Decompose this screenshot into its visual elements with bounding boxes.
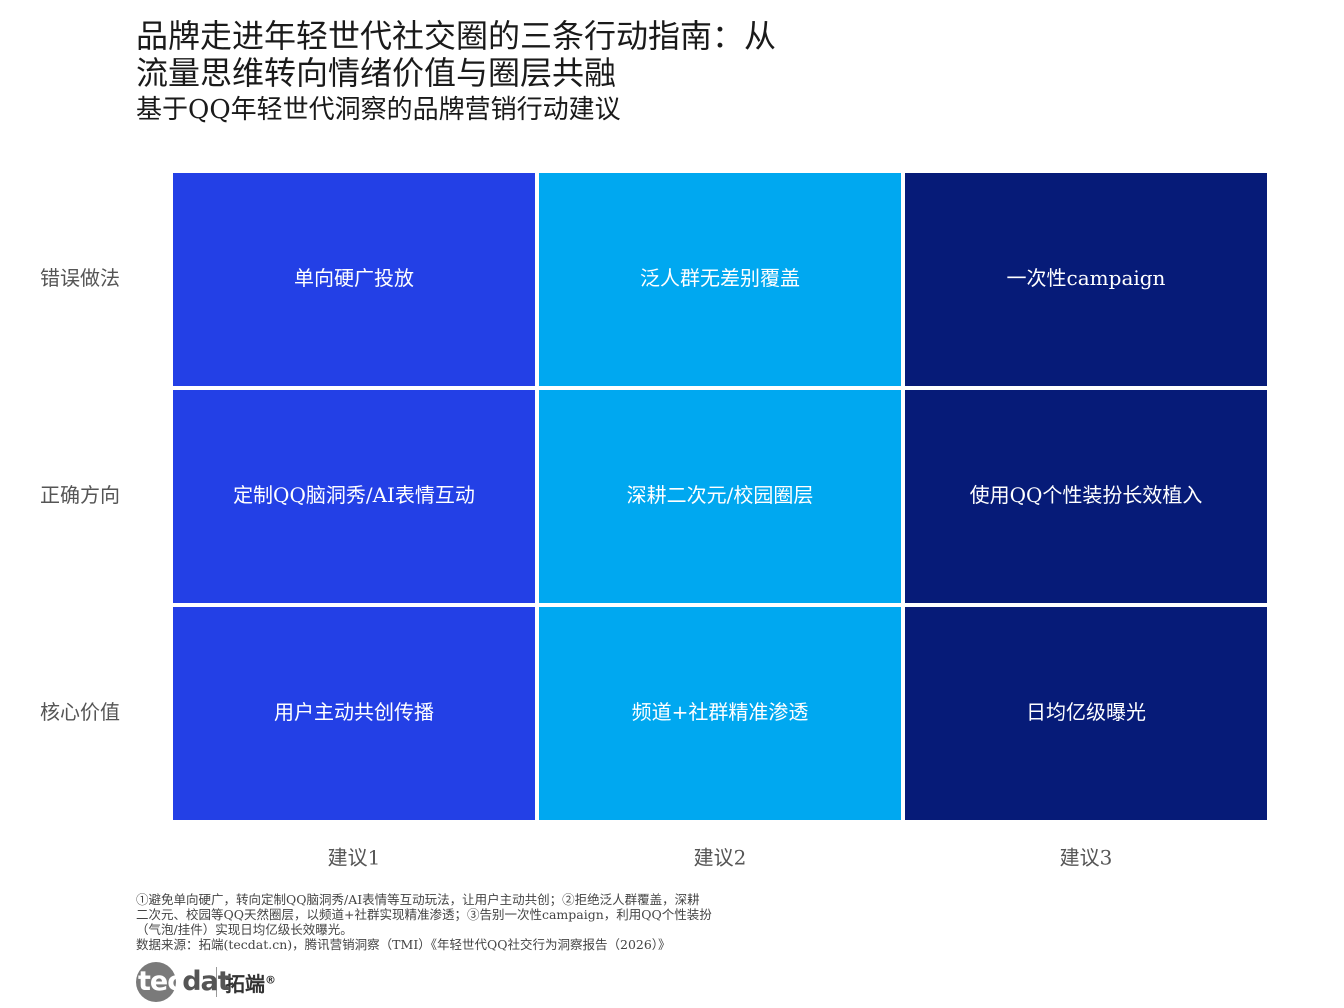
matrix-cell xyxy=(539,173,901,386)
chart-subtitle: 基于QQ年轻世代洞察的品牌营销行动建议 xyxy=(136,95,621,125)
column-label: 建议3 xyxy=(1060,846,1113,870)
row-label: 核心价值 xyxy=(40,700,120,724)
logo-wordmark: tecdat xyxy=(138,966,231,997)
footnote: ①避免单向硬广，转向定制QQ脑洞秀/AI表情等互动玩法，让用户主动共创；②拒绝泛… xyxy=(136,892,776,952)
column-label: 建议1 xyxy=(328,846,381,870)
cell-label: 定制QQ脑洞秀/AI表情互动 xyxy=(233,483,475,507)
matrix-cell xyxy=(905,390,1267,603)
brand-logo: tecdat 拓端® xyxy=(136,962,276,1002)
matrix-cell xyxy=(539,607,901,820)
column-label: 建议2 xyxy=(694,846,747,870)
title-line-2: 流量思维转向情绪价值与圈层共融 xyxy=(136,54,617,92)
cell-label: 用户主动共创传播 xyxy=(274,700,434,724)
cell-label: 泛人群无差别覆盖 xyxy=(640,266,800,290)
footnote-line-1: ①避免单向硬广，转向定制QQ脑洞秀/AI表情等互动玩法，让用户主动共创；②拒绝泛… xyxy=(136,892,700,907)
cell-label: 一次性campaign xyxy=(1007,266,1166,290)
logo-circle-icon: tecdat xyxy=(136,962,231,1002)
logo-divider xyxy=(216,967,217,997)
cell-label: 频道+社群精准渗透 xyxy=(632,700,809,724)
chart-title: 品牌走进年轻世代社交圈的三条行动指南：从 流量思维转向情绪价值与圈层共融 xyxy=(136,18,856,92)
matrix-cell xyxy=(173,607,535,820)
matrix-cell xyxy=(905,607,1267,820)
row-label: 错误做法 xyxy=(40,266,120,290)
matrix-cell xyxy=(173,390,535,603)
cell-label: 深耕二次元/校园圈层 xyxy=(627,483,814,507)
matrix-cell xyxy=(173,173,535,386)
matrix-cell xyxy=(905,173,1267,386)
cell-label: 单向硬广投放 xyxy=(294,266,414,290)
cell-label: 日均亿级曝光 xyxy=(1026,700,1146,724)
footnote-line-2: 二次元、校园等QQ天然圈层，以频道+社群实现精准渗透；③告别一次性campaig… xyxy=(136,907,712,922)
matrix-cell xyxy=(539,390,901,603)
title-line-1: 品牌走进年轻世代社交圈的三条行动指南：从 xyxy=(136,17,777,55)
row-label: 正确方向 xyxy=(40,483,120,507)
cell-label: 使用QQ个性装扮长效植入 xyxy=(970,483,1203,507)
footnote-line-3: （气泡/挂件）实现日均亿级长效曝光。 xyxy=(136,922,353,937)
logo-chinese-name: 拓端® xyxy=(225,971,276,996)
source-line: 数据来源：拓端(tecdat.cn)，腾讯营销洞察（TMI）《年轻世代QQ社交行… xyxy=(136,937,671,952)
